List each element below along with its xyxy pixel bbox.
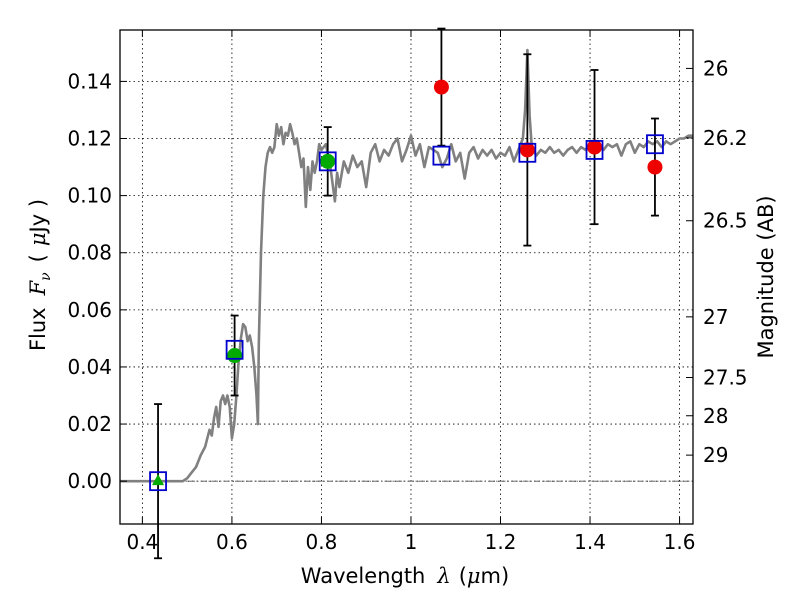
y2-axis-label: Magnitude (AB) [754,195,778,358]
model-photometry-square [432,145,451,166]
y-axis-label: FluxFν(μJy ) [26,199,54,351]
model-photometry-square [585,140,604,160]
x-tick-label: 0.6 [216,530,248,554]
model-photometry-square [646,134,664,155]
y-tick-label: 0.08 [67,241,112,265]
observed-point [519,142,535,158]
magnitude-tick-label: 29 [703,443,728,467]
x-tick-label: 0.8 [306,530,338,554]
spectrum-group [120,48,693,483]
ticks [120,30,693,524]
y-tick-labels: 0.00 0.02 0.04 0.06 0.08 0.10 0.12 0.14 [67,69,112,493]
observed-point [227,348,243,364]
magnitude-tick-label: 27.5 [703,365,748,389]
y-tick-label: 0.14 [67,69,112,93]
x-tick-labels: 0.4 0.6 0.8 1 1.2 1.4 1.6 [126,530,695,554]
x-axis-label: Wavelength λ (μm) [301,564,509,588]
y-tick-label: 0.04 [67,355,112,379]
y-tick-label: 0.12 [67,127,112,151]
magnitude-tick-label: 26.5 [703,209,748,233]
x-tick-label: 1.6 [664,530,696,554]
x-tick-label: 1.2 [485,530,517,554]
y-tick-label: 0.02 [67,412,112,436]
observed-point [587,139,603,155]
observed-point [647,159,663,175]
y-tick-label: 0.06 [67,298,112,322]
observed-point-triangle [152,474,165,486]
x-tick-label: 1.4 [574,530,606,554]
x-tick-label: 0.4 [126,530,158,554]
y-tick-label: 0.00 [67,469,112,493]
magnitude-tick-label: 26.2 [703,126,748,150]
model-photometry-square [149,471,167,492]
spectrum-line [120,48,693,483]
model-photometry-square [318,151,337,172]
model-photometry-square [225,339,244,360]
magnitude-tick-label: 28 [703,404,728,428]
model-photometry-group [149,134,664,492]
plot-frame [119,29,694,525]
y-tick-label: 0.10 [67,184,112,208]
magnitude-tick-label: 27 [703,305,728,329]
magnitude-tick-labels: 26 26.2 26.5 27 27.5 28 29 [703,56,748,467]
observed-point [433,79,449,95]
magnitude-tick-label: 26 [703,56,728,80]
x-tick-label: 1 [405,530,418,554]
observed-points-group [152,79,663,486]
model-photometry-square [518,142,537,163]
observed-point [320,153,336,169]
